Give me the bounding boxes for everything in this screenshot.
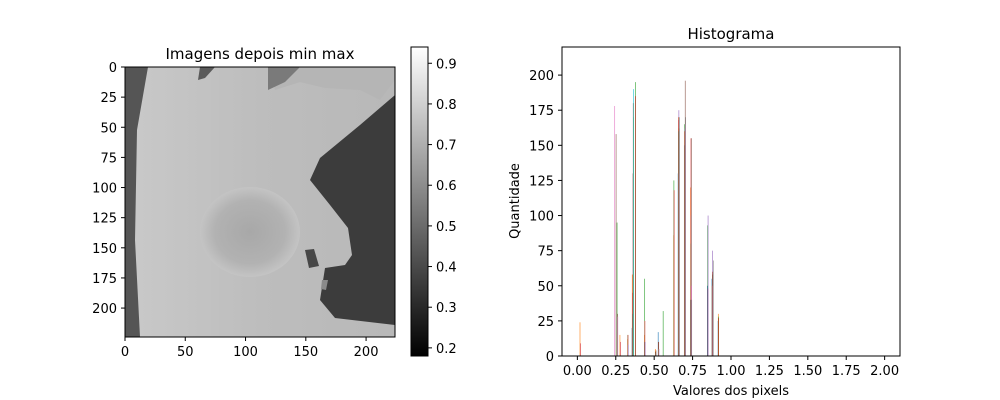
histogram-bar <box>707 285 708 356</box>
colorbar: 0.2 0.3 0.4 0.5 0.6 0.7 0.8 0.9 <box>410 46 457 357</box>
histogram-y-tick-label: 175 <box>529 104 554 119</box>
colorbar-axis: 0.2 0.3 0.4 0.5 0.6 0.7 0.8 0.9 <box>428 57 457 357</box>
histogram-x-tick-label: 0.75 <box>678 364 707 379</box>
image-y-tick-label: 100 <box>92 182 117 197</box>
armpit-shadow <box>198 67 215 80</box>
histogram-x-tick-label: 1.00 <box>717 364 746 379</box>
image-y-tick-label: 50 <box>100 121 117 136</box>
histogram-x-tick-label: 0.25 <box>601 364 630 379</box>
image-title: Imagens depois min max <box>165 45 354 63</box>
colorbar-tick-label: 0.2 <box>436 342 457 357</box>
histogram-bar <box>579 322 581 356</box>
image-y-axis: 0 25 50 75 100 125 150 175 200 <box>92 61 125 317</box>
histogram-y-tick-label: 200 <box>529 69 554 84</box>
histogram-bar <box>614 105 616 356</box>
histogram-y-tick-label: 50 <box>537 280 554 295</box>
image-y-tick-label: 0 <box>109 61 117 76</box>
image-x-tick-label: 0 <box>121 345 129 360</box>
background-left-edge <box>125 67 148 337</box>
small-marker <box>321 280 328 290</box>
histogram-x-tick-label: 2.00 <box>870 364 899 379</box>
histogram-x-axis: 0.00 0.25 0.50 0.75 1.00 1.25 1.50 1.75 2.00 <box>563 356 899 379</box>
colorbar-tick-label: 0.9 <box>436 57 457 72</box>
histogram-bar <box>658 348 660 356</box>
image-x-tick-label: 150 <box>293 345 318 360</box>
breast-region <box>200 187 300 277</box>
histogram-y-axis: 0 25 50 75 100 125 150 175 200 <box>529 69 562 365</box>
image-y-tick-label: 200 <box>92 302 117 317</box>
image-y-tick-label: 175 <box>92 272 117 287</box>
histogram-bar <box>627 344 629 356</box>
image-y-tick-label: 25 <box>100 91 117 106</box>
histogram-bar <box>691 299 693 356</box>
image-x-axis: 0 50 100 150 200 <box>121 337 379 360</box>
image-x-tick-label: 50 <box>177 345 194 360</box>
histogram-x-tick-label: 1.50 <box>793 364 822 379</box>
histogram-x-tick-label: 1.75 <box>832 364 861 379</box>
histogram-title: Histograma <box>687 25 774 43</box>
thermal-image <box>125 67 395 337</box>
arm-shadow <box>268 67 300 90</box>
histogram-bar <box>617 316 619 356</box>
histogram-bar <box>644 341 646 356</box>
histogram-y-tick-label: 150 <box>529 139 554 154</box>
histogram-bar <box>635 96 636 356</box>
histogram-x-tick-label: 0.00 <box>563 364 592 379</box>
colorbar-tick-label: 0.3 <box>436 301 457 316</box>
histogram-bar <box>712 260 714 356</box>
histogram-bar <box>718 318 719 356</box>
image-frame <box>124 66 396 338</box>
histogram-bar <box>644 320 646 356</box>
histogram-y-tick-label: 125 <box>529 174 554 189</box>
histogram-bar <box>673 190 675 356</box>
thermal-image-panel: Imagens depois min max 0 50 100 150 200 0 25 5… <box>92 45 457 360</box>
histogram-bar <box>657 332 659 356</box>
histogram-bar <box>662 311 664 356</box>
histogram-x-tick-label: 1.25 <box>755 364 784 379</box>
histogram-y-tick-label: 0 <box>546 350 554 365</box>
histogram-bar <box>691 138 692 356</box>
image-y-tick-label: 75 <box>100 151 117 166</box>
histogram-bar <box>707 215 709 356</box>
colorbar-tick-label: 0.8 <box>436 98 457 113</box>
colorbar-tick-label: 0.4 <box>436 261 457 276</box>
histogram-bar <box>655 350 657 356</box>
histogram-bars <box>579 80 719 357</box>
histogram-bar <box>644 278 646 356</box>
image-y-tick-label: 150 <box>92 242 117 257</box>
histogram-bar <box>616 222 618 356</box>
dark-marker <box>305 249 319 268</box>
histogram-bar <box>580 343 581 356</box>
histogram-x-tick-label: 0.50 <box>640 364 669 379</box>
histogram-y-tick-label: 75 <box>537 245 554 260</box>
raised-arm <box>268 67 395 100</box>
colorbar-tick-label: 0.6 <box>436 179 457 194</box>
histogram-bar <box>685 117 686 357</box>
histogram-bar <box>619 334 621 356</box>
image-x-tick-label: 100 <box>233 345 258 360</box>
image-x-tick-label: 200 <box>354 345 379 360</box>
histogram-panel: Histograma 0.00 0.25 0.50 0.75 1.00 1.25 1.50 1… <box>508 25 901 399</box>
histogram-y-tick-label: 25 <box>537 315 554 330</box>
histogram-bar <box>679 117 680 357</box>
histogram-xlabel: Valores dos pixels <box>673 384 789 399</box>
colorbar-tick-label: 0.5 <box>436 220 457 235</box>
histogram-ylabel: Quantidade <box>508 163 523 239</box>
colorbar-gradient <box>410 46 429 357</box>
histogram-bar <box>615 134 617 356</box>
colorbar-tick-label: 0.7 <box>436 139 457 154</box>
histogram-bar <box>620 341 621 356</box>
image-y-tick-label: 125 <box>92 212 117 227</box>
histogram-bar <box>633 89 635 357</box>
histogram-plot-area <box>562 47 900 356</box>
histogram-y-tick-label: 100 <box>529 210 554 225</box>
